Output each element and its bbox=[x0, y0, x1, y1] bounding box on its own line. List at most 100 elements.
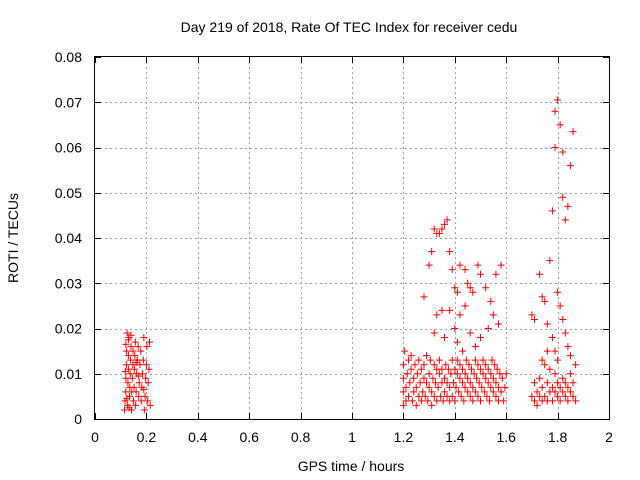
data-point bbox=[487, 383, 495, 391]
data-point bbox=[132, 401, 140, 409]
data-point bbox=[122, 340, 130, 348]
data-point bbox=[438, 365, 446, 373]
data-point bbox=[556, 302, 564, 310]
data-point bbox=[546, 257, 554, 265]
data-point bbox=[556, 383, 564, 391]
data-point bbox=[452, 383, 460, 391]
data-point bbox=[461, 266, 469, 274]
data-point bbox=[471, 388, 479, 396]
data-point bbox=[137, 347, 145, 355]
data-point bbox=[559, 193, 567, 201]
data-point bbox=[441, 334, 449, 342]
data-point bbox=[474, 261, 482, 269]
data-point bbox=[564, 397, 572, 405]
data-point bbox=[142, 374, 150, 382]
data-point bbox=[462, 356, 470, 364]
data-point bbox=[123, 329, 131, 337]
data-point bbox=[410, 388, 418, 396]
data-point bbox=[124, 352, 132, 360]
data-point bbox=[430, 329, 438, 337]
data-point bbox=[464, 388, 472, 396]
data-point bbox=[406, 379, 414, 387]
data-point bbox=[135, 372, 143, 380]
data-point bbox=[466, 379, 474, 387]
data-point bbox=[410, 374, 418, 382]
data-point bbox=[559, 374, 567, 382]
data-point bbox=[471, 356, 479, 364]
data-point bbox=[556, 121, 564, 129]
data-point bbox=[530, 315, 538, 323]
data-point bbox=[561, 329, 569, 337]
data-point bbox=[135, 392, 143, 400]
data-point bbox=[485, 397, 493, 405]
y-tick-label: 0 bbox=[74, 411, 82, 427]
data-point bbox=[421, 392, 429, 400]
data-point bbox=[500, 397, 508, 405]
data-point bbox=[488, 356, 496, 364]
data-point bbox=[405, 356, 413, 364]
chart-title: Day 219 of 2018, Rate Of TEC Index for r… bbox=[181, 19, 518, 35]
data-point bbox=[566, 388, 574, 396]
data-point bbox=[554, 379, 562, 387]
x-tick-label: 0.4 bbox=[188, 429, 208, 445]
data-point bbox=[132, 358, 140, 366]
data-point bbox=[417, 365, 425, 373]
data-point bbox=[566, 162, 574, 170]
y-tick-label: 0.04 bbox=[55, 230, 82, 246]
data-point bbox=[464, 279, 472, 287]
data-point bbox=[487, 370, 495, 378]
data-point bbox=[456, 261, 464, 269]
data-point bbox=[492, 392, 500, 400]
data-point bbox=[136, 361, 144, 369]
data-point bbox=[135, 379, 143, 387]
data-point bbox=[415, 392, 423, 400]
data-point bbox=[399, 374, 407, 382]
data-point bbox=[572, 361, 580, 369]
data-point bbox=[433, 397, 441, 405]
data-point bbox=[543, 379, 551, 387]
data-point bbox=[551, 388, 559, 396]
x-tick-label: 0 bbox=[91, 429, 99, 445]
data-point bbox=[533, 401, 541, 409]
data-point bbox=[450, 379, 458, 387]
data-point bbox=[479, 356, 487, 364]
data-point bbox=[127, 343, 135, 351]
data-point bbox=[461, 302, 469, 310]
data-point bbox=[497, 388, 505, 396]
data-point bbox=[420, 361, 428, 369]
data-point bbox=[140, 334, 148, 342]
data-point bbox=[465, 361, 473, 369]
data-point bbox=[451, 365, 459, 373]
data-point bbox=[141, 392, 149, 400]
data-point bbox=[464, 374, 472, 382]
data-point bbox=[489, 388, 497, 396]
data-point bbox=[561, 392, 569, 400]
data-point bbox=[559, 388, 567, 396]
data-point bbox=[145, 365, 153, 373]
data-point bbox=[439, 397, 447, 405]
data-point bbox=[474, 361, 482, 369]
data-point bbox=[528, 392, 536, 400]
data-point bbox=[477, 397, 484, 405]
y-tick-label: 0.02 bbox=[55, 321, 82, 337]
data-point bbox=[139, 356, 147, 364]
x-tick-label: 2 bbox=[605, 429, 613, 445]
data-point bbox=[425, 261, 433, 269]
data-point bbox=[407, 352, 415, 360]
data-point bbox=[433, 311, 441, 319]
data-point bbox=[548, 334, 556, 342]
data-point bbox=[551, 144, 559, 151]
data-point bbox=[437, 392, 445, 400]
data-point bbox=[548, 383, 556, 391]
data-point bbox=[541, 297, 549, 305]
data-point bbox=[561, 216, 569, 224]
data-point bbox=[442, 361, 450, 369]
data-point bbox=[122, 388, 130, 396]
data-point bbox=[441, 374, 449, 382]
data-point bbox=[441, 220, 449, 228]
data-point bbox=[446, 383, 454, 391]
data-point bbox=[566, 370, 574, 378]
data-point bbox=[430, 225, 438, 233]
data-point bbox=[569, 128, 577, 136]
